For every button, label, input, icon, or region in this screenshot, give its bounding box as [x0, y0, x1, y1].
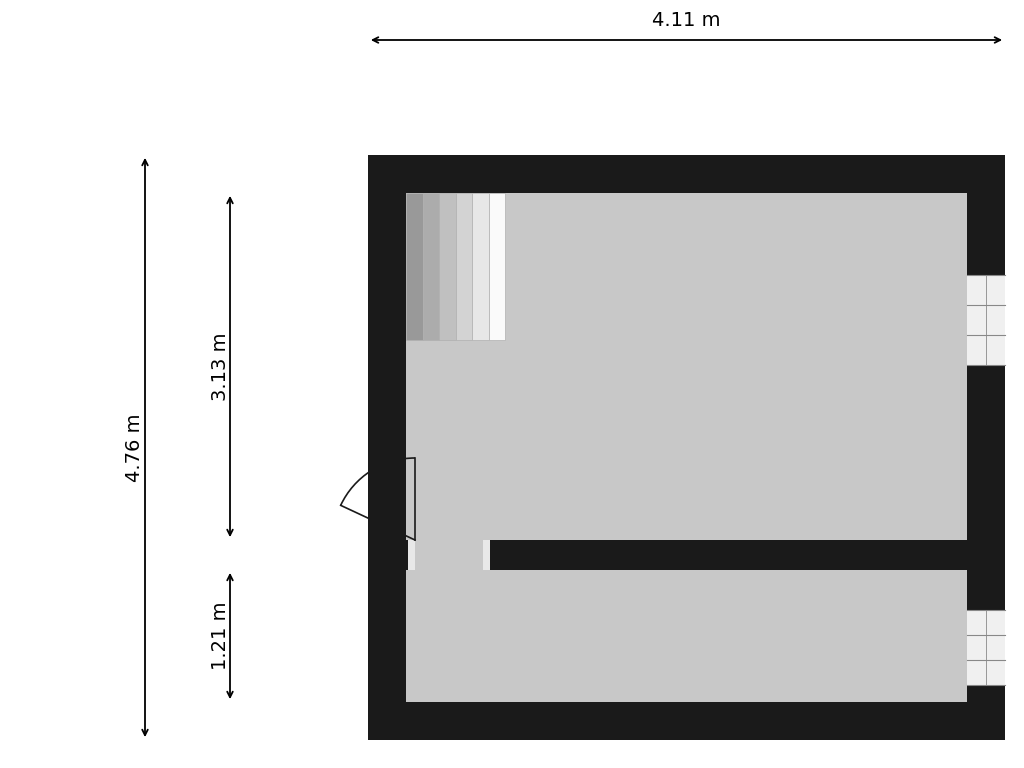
Bar	[967, 275, 1005, 365]
Text: 1.21 m: 1.21 m	[211, 602, 229, 670]
Bar	[406, 540, 408, 570]
Text: 4.11 m: 4.11 m	[652, 11, 721, 30]
Bar	[406, 193, 967, 702]
Bar	[439, 193, 456, 340]
Text: 3.13 m: 3.13 m	[211, 333, 229, 401]
Bar	[423, 193, 439, 340]
Text: 4.76 m: 4.76 m	[126, 413, 144, 482]
Bar	[368, 155, 1005, 740]
Bar	[967, 610, 1005, 685]
Bar	[472, 193, 488, 340]
Bar	[490, 540, 967, 570]
Bar	[408, 540, 415, 570]
Bar	[483, 540, 490, 570]
Bar	[406, 193, 423, 340]
Bar	[456, 193, 472, 340]
Bar	[488, 193, 505, 340]
